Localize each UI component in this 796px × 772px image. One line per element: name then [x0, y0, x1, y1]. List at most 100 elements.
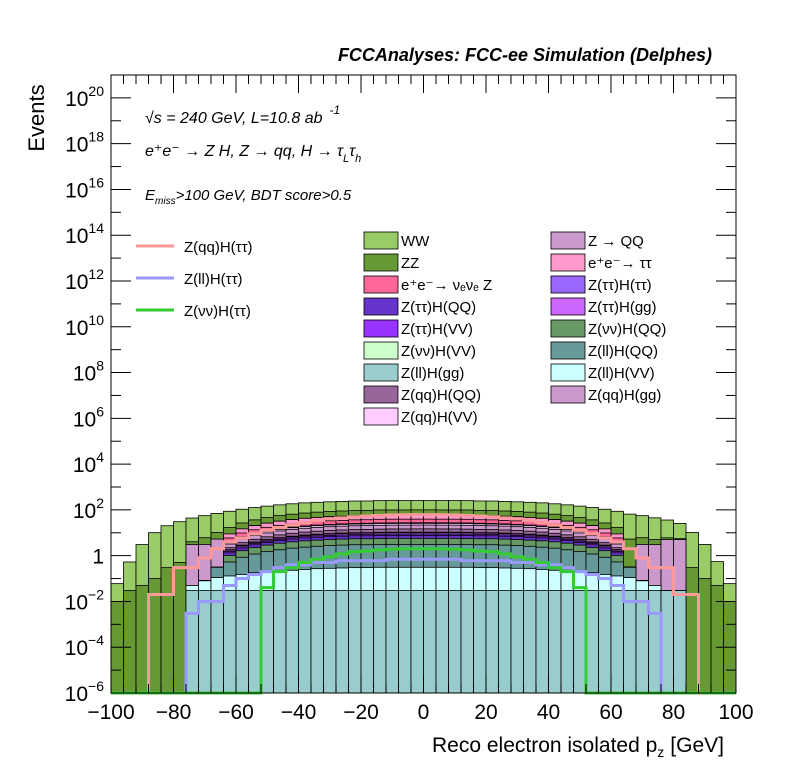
stack-bin: [398, 590, 412, 694]
legend-entry: e⁺e⁻→ ττ: [550, 253, 652, 272]
stack-bin: [498, 590, 512, 694]
annotation-block: √s = 240 GeV, L=10.8 ab -1 e⁺e⁻ → Z H, Z …: [145, 103, 361, 207]
x-tick-label: −20: [343, 701, 379, 724]
legend-fill-swatch: [363, 231, 399, 250]
legend-label: Z(ll)H(ττ): [184, 271, 243, 288]
legend-fill-swatch: [363, 385, 399, 404]
overlay-z-qq-h: [111, 513, 736, 695]
stack-bin: [648, 590, 662, 694]
x-tick-label: −80: [156, 701, 192, 724]
stack-bin: [410, 590, 424, 694]
legend-fill-swatch: [550, 341, 586, 360]
legend-entry: Z(qq)H(gg): [550, 385, 661, 404]
legend-fill-swatch: [363, 275, 399, 294]
legend-fill-swatch: [363, 319, 399, 338]
legend-entry: Z(ττ)H(QQ): [363, 297, 476, 316]
x-tick-label: 0: [418, 701, 430, 724]
stack-bin: [448, 590, 462, 694]
x-tick-label: 80: [662, 701, 685, 724]
legend-fill-swatch: [363, 341, 399, 360]
legend-entry: Z(νν)H(VV): [363, 341, 476, 360]
legend-entry: Z(ll)H(ττ): [136, 271, 243, 288]
stack-bin: [485, 590, 499, 694]
legend-label: Z(νν)H(VV): [401, 343, 476, 360]
annotation-energy-lumi: √s = 240 GeV, L=10.8 ab -1: [145, 103, 340, 127]
legend-label: Z(νν)H(ττ): [184, 303, 251, 320]
legend-fill-swatch: [550, 319, 586, 338]
x-axis-label: Reco electron isolated pz [GeV]: [432, 734, 724, 760]
y-tick-label: 1012: [65, 266, 104, 294]
legend-label: Z(ll)H(gg): [401, 365, 464, 382]
stack-bin: [460, 590, 474, 694]
legend-fill-swatch: [550, 231, 586, 250]
annotation-process-main: e⁺e⁻ → Z H, Z → qq, H → τ: [145, 143, 344, 160]
stack-bin: [135, 585, 149, 694]
stack-bin: [160, 567, 174, 694]
annotation-tau2: τ: [349, 143, 356, 160]
y-tick-label: 1: [92, 546, 104, 569]
legend-label: Z(qq)H(ττ): [184, 239, 253, 256]
annotation-tau2-sub: h: [355, 153, 361, 165]
legend-fill-swatch: [363, 253, 399, 272]
y-axis-label: Events: [24, 84, 49, 151]
stack-bin: [335, 590, 349, 694]
legend-label: Z(ττ)H(gg): [588, 299, 657, 316]
stack-bin: [298, 590, 312, 694]
legend-label: Z(ll)H(QQ): [588, 343, 658, 360]
stack-bin: [323, 590, 337, 694]
legend-fill-swatch: [363, 363, 399, 382]
legend-fill-swatch: [550, 253, 586, 272]
annotation-process: e⁺e⁻ → Z H, Z → qq, H → τLτh: [145, 143, 361, 165]
stack-bin: [360, 590, 374, 694]
stack-bin: [548, 590, 562, 694]
stack-bin: [185, 590, 199, 694]
legend-entry: Z(ττ)H(VV): [363, 319, 473, 338]
legend-entry: Z(qq)H(VV): [363, 407, 478, 426]
stack-bin: [685, 567, 699, 694]
x-tick-label: 20: [474, 701, 497, 724]
stack-bin: [573, 590, 587, 694]
legend-label: Z(ττ)H(ττ): [588, 277, 652, 294]
legend-entry: Z(ll)H(gg): [363, 363, 464, 382]
legend-label: WW: [401, 233, 430, 250]
stack-bin: [673, 590, 687, 694]
annotation-lumi-sup: -1: [330, 103, 341, 117]
legend-label: e⁺e⁻→ νₑνₑ Z: [401, 277, 492, 294]
stack-bin: [423, 590, 437, 694]
annotation-cuts-post: >100 GeV, BDT score>0.5: [176, 187, 352, 204]
stack-bin: [623, 590, 637, 694]
y-tick-label: 1014: [65, 220, 104, 248]
legend-fill-swatch: [550, 385, 586, 404]
annotation-cuts: Emiss>100 GeV, BDT score>0.5: [145, 187, 352, 207]
legend-entry: Z(ll)H(QQ): [550, 341, 658, 360]
stack-bin: [210, 590, 224, 694]
x-tick-label: 40: [537, 701, 560, 724]
legend-fill-swatch: [550, 275, 586, 294]
y-tick-label: 10−4: [65, 632, 105, 660]
stack-bin: [273, 590, 287, 694]
x-tick-label: −40: [281, 701, 317, 724]
legend-label: ZZ: [401, 255, 419, 272]
x-tick-label: 100: [718, 701, 753, 724]
stacked-histograms: [110, 500, 737, 694]
legend-label: Z(qq)H(VV): [401, 409, 478, 426]
legend-fill-swatch: [363, 407, 399, 426]
chart-title: FCCAnalyses: FCC-ee Simulation (Delphes): [338, 45, 712, 65]
y-tick-label: 102: [73, 495, 104, 523]
legend-entry: Z(ττ)H(ττ): [550, 275, 652, 294]
overlay-z-ll-h: [111, 557, 736, 695]
legend-label: Z(qq)H(QQ): [401, 387, 481, 404]
legend-label: Z(qq)H(gg): [588, 387, 661, 404]
x-tick-label: −100: [87, 701, 134, 724]
x-axis-label-unit: [GeV]: [670, 734, 724, 757]
x-tick-label: 60: [599, 701, 622, 724]
legend-label: Z(ττ)H(VV): [401, 321, 473, 338]
stack-bin: [260, 590, 274, 694]
stack-bin: [310, 590, 324, 694]
annotation-cuts-sub: miss: [155, 196, 176, 207]
y-tick-label: 10−6: [65, 678, 105, 706]
legend-entry: Z → QQ: [550, 231, 644, 250]
legend-fill-swatch: [550, 363, 586, 382]
legend-signals: Z(qq)H(ττ) Z(ll)H(ττ) Z(νν)H(ττ): [136, 239, 253, 320]
stack-bin: [123, 590, 137, 694]
